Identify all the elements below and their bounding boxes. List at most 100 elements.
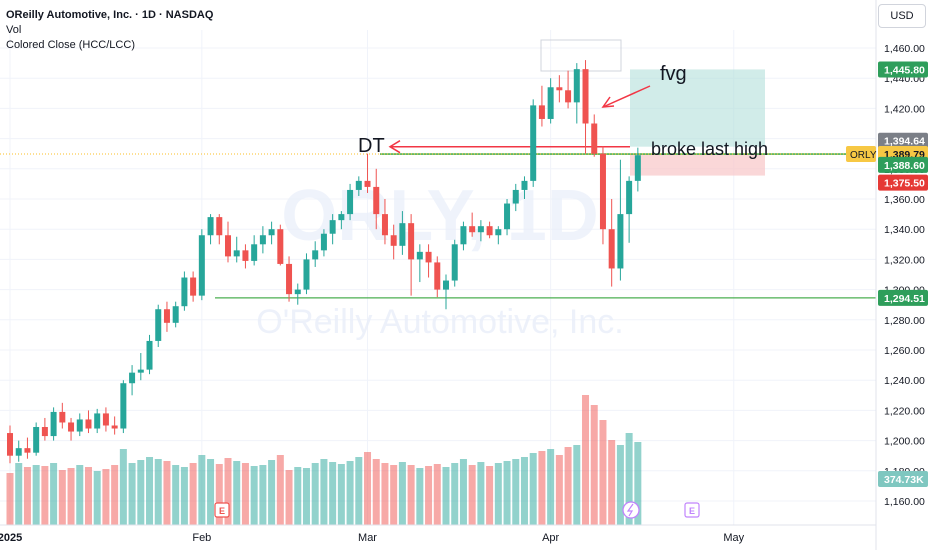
price-tick-label: 1,280.00	[884, 315, 925, 327]
volume-bar	[23, 467, 31, 525]
volume-bar	[564, 447, 572, 525]
volume-bar	[451, 463, 459, 525]
candle-body	[443, 280, 449, 290]
candle-body	[129, 372, 136, 384]
candle-body	[626, 180, 633, 215]
watermark-ticker: ORLY, 1D	[281, 176, 598, 256]
candle-body	[137, 369, 144, 373]
price-label-box	[878, 174, 928, 191]
volume-bar	[555, 455, 563, 525]
candle-body	[634, 155, 641, 181]
volume-bar	[573, 445, 581, 525]
candle-body	[495, 229, 502, 236]
volume-bar	[311, 463, 319, 525]
volume-bar	[442, 467, 450, 525]
candle-body	[486, 226, 493, 236]
earnings-marker-letter: E	[689, 506, 695, 516]
volume-bar	[137, 460, 145, 525]
candle-body	[216, 217, 223, 236]
volume-bar	[590, 405, 598, 525]
volume-bar	[207, 459, 215, 525]
candle-body	[599, 153, 606, 230]
volume-bar	[294, 467, 302, 525]
volume-bar	[520, 457, 528, 525]
candle-body	[565, 90, 572, 103]
broke-last-high-label: broke last high	[651, 139, 768, 159]
candle-body	[259, 235, 266, 245]
chart-legend: OReilly Automotive, Inc. · 1D · NASDAQ V…	[6, 8, 213, 53]
price-tick-label: 1,320.00	[884, 254, 925, 266]
volume-bar	[407, 465, 415, 525]
candle-body	[268, 229, 275, 236]
volume-bar	[189, 463, 197, 525]
price-tick-label: 1,340.00	[884, 224, 925, 236]
price-tick-label: 1,220.00	[884, 405, 925, 417]
candle-body	[181, 277, 188, 307]
volume-bar	[512, 459, 520, 525]
price-tick-label: 1,420.00	[884, 103, 925, 115]
earnings-marker-letter: E	[219, 506, 225, 516]
candle-body	[76, 419, 83, 432]
price-label-box	[878, 61, 928, 78]
candle-body	[7, 433, 13, 456]
price-label: 1,294.51	[884, 293, 925, 305]
candle-body	[15, 448, 22, 456]
candle-body	[33, 427, 40, 453]
volume-bar	[364, 452, 372, 525]
candle-body	[538, 105, 545, 119]
symbol-tag-box	[846, 146, 876, 163]
price-label-box	[878, 132, 928, 149]
volume-bar	[233, 461, 241, 525]
price-axis[interactable]: 1,160.001,180.001,200.001,220.001,240.00…	[846, 0, 928, 550]
candle-body	[347, 189, 354, 215]
volume-bar	[259, 465, 267, 525]
price-tick-label: 1,360.00	[884, 194, 925, 206]
time-axis[interactable]: 2025 Feb Mar Apr May	[0, 524, 876, 544]
volume-bar	[111, 465, 119, 525]
price-label: 1,394.64	[884, 136, 925, 148]
volume-bar	[154, 459, 162, 525]
candle-body	[303, 259, 310, 290]
volume-bar	[425, 466, 433, 525]
candle-body	[329, 220, 336, 234]
time-tick-label: Apr	[542, 532, 559, 544]
currency-button[interactable]: USD	[878, 4, 926, 28]
volume-bar	[398, 462, 406, 525]
lightning-icon	[626, 503, 634, 517]
candle-body	[477, 226, 484, 233]
candle-body	[102, 413, 109, 426]
volume-bar	[84, 467, 92, 525]
volume-bar	[337, 464, 345, 525]
volume-bar	[503, 461, 511, 525]
candle-body	[120, 383, 127, 429]
volume-bar	[102, 469, 110, 525]
candle-body	[547, 87, 554, 119]
volume-bar	[538, 451, 546, 525]
candle-body	[416, 251, 423, 260]
colored-close-indicator-label[interactable]: Colored Close (HCC/LCC)	[6, 39, 135, 51]
candle-body	[251, 244, 258, 261]
symbol-title[interactable]: OReilly Automotive, Inc. · 1D · NASDAQ	[6, 9, 214, 21]
time-tick-label: 2025	[0, 532, 22, 544]
volume-bar	[224, 458, 232, 525]
volume-bar	[128, 463, 136, 525]
volume-label-box	[878, 471, 928, 487]
price-tick-label: 1,460.00	[884, 43, 925, 55]
volume-bar	[50, 463, 58, 525]
candle-body	[460, 226, 467, 245]
fvg-zone	[630, 69, 765, 147]
volume-bar	[119, 449, 127, 525]
volume-bar	[433, 464, 441, 525]
volume-bar	[468, 465, 476, 525]
volume-bar	[599, 420, 607, 525]
volume-bar	[250, 466, 258, 525]
dt-arrow-head	[388, 140, 401, 154]
candle-body	[512, 189, 519, 204]
volume-bar	[32, 465, 40, 525]
volume-bar	[41, 466, 49, 525]
candle-body	[364, 180, 371, 187]
candle-body	[381, 214, 388, 236]
candle-body	[41, 427, 48, 437]
volume-indicator-label[interactable]: Vol	[6, 24, 22, 36]
